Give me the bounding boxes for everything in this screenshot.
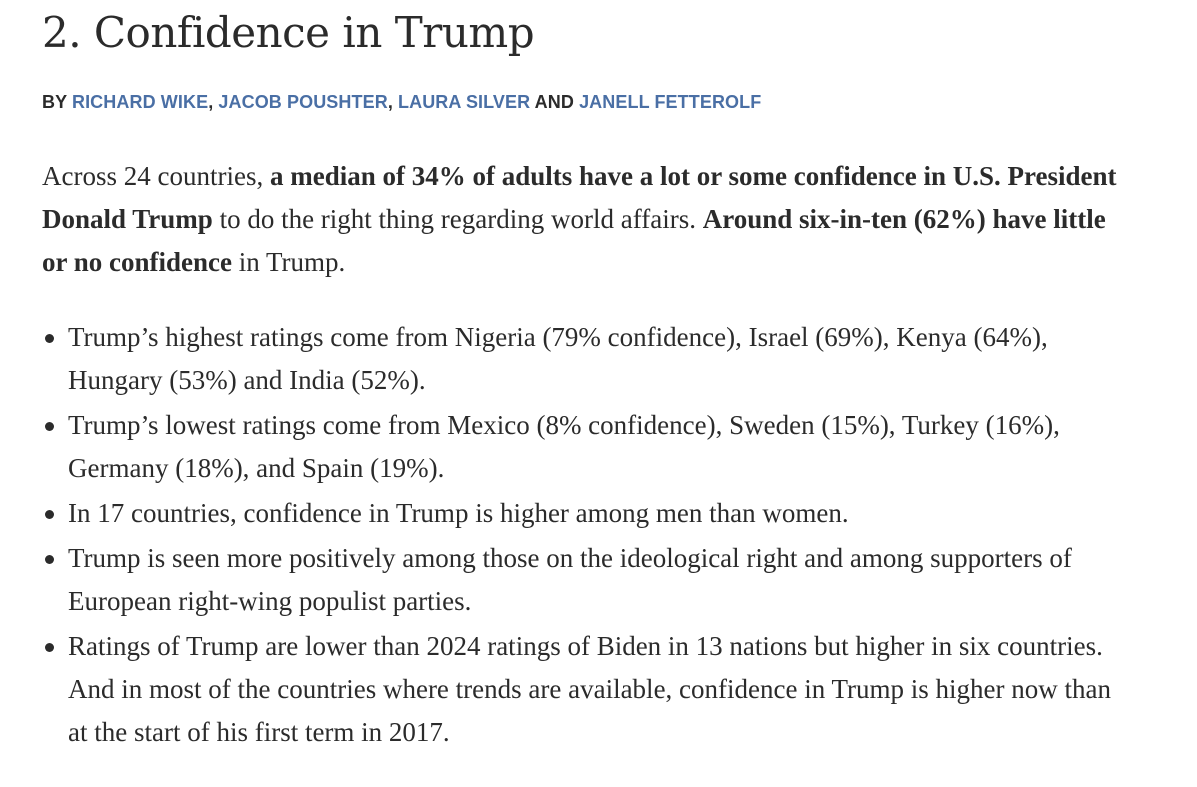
list-item-text: Trump’s highest ratings come from Nigeri… [68, 322, 1048, 395]
author-link-laura-silver[interactable]: LAURA SILVER [398, 92, 531, 112]
page-title: 2. Confidence in Trump [42, 8, 535, 57]
byline-separator: , [208, 92, 219, 112]
byline-prefix: BY [42, 92, 72, 112]
bullet-icon [45, 643, 54, 652]
bullet-icon [45, 334, 54, 343]
lede-paragraph: Across 24 countries, a median of 34% of … [42, 155, 1122, 284]
lede-text: Across 24 countries, [42, 161, 270, 191]
list-item-text: In 17 countries, confidence in Trump is … [68, 498, 849, 528]
bullet-icon [45, 510, 54, 519]
list-item: Trump’s lowest ratings come from Mexico … [42, 404, 1122, 490]
author-link-jacob-poushter[interactable]: JACOB POUSHTER [218, 92, 388, 112]
list-item: In 17 countries, confidence in Trump is … [42, 492, 1122, 535]
list-item-text: Trump’s lowest ratings come from Mexico … [68, 410, 1060, 483]
bullet-icon [45, 422, 54, 431]
lede-bold-no-confidence: Around six-in-ten (62%) have little or n… [42, 204, 1106, 277]
lede-text: in Trump. [232, 247, 346, 277]
byline: BY RICHARD WIKE, JACOB POUSHTER, LAURA S… [42, 92, 761, 113]
list-item: Trump is seen more positively among thos… [42, 537, 1122, 623]
key-findings-list: Trump’s highest ratings come from Nigeri… [42, 316, 1122, 756]
list-item-text: Trump is seen more positively among thos… [68, 543, 1072, 616]
lede-text: to do the right thing regarding world af… [212, 204, 703, 234]
bullet-icon [45, 555, 54, 564]
list-item: Ratings of Trump are lower than 2024 rat… [42, 625, 1122, 754]
list-item: Trump’s highest ratings come from Nigeri… [42, 316, 1122, 402]
list-item-text: Ratings of Trump are lower than 2024 rat… [68, 631, 1111, 747]
author-link-janell-fetterolf[interactable]: JANELL FETTEROLF [579, 92, 762, 112]
author-link-richard-wike[interactable]: RICHARD WIKE [71, 92, 209, 112]
byline-separator: , [387, 92, 399, 112]
lede-bold-median: a median of 34% of adults have a lot or … [42, 161, 1117, 234]
byline-and: AND [530, 92, 580, 112]
